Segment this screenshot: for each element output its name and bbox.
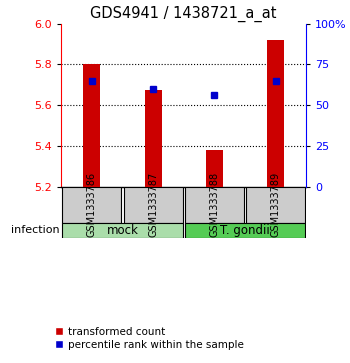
- Text: infection: infection: [12, 225, 60, 235]
- Bar: [267, 40, 284, 187]
- Title: GDS4941 / 1438721_a_at: GDS4941 / 1438721_a_at: [91, 6, 277, 22]
- Bar: [62, 223, 183, 238]
- Text: mock: mock: [106, 224, 139, 237]
- Text: GSM1333786: GSM1333786: [87, 172, 97, 237]
- Text: GSM1333787: GSM1333787: [148, 172, 158, 237]
- Legend: transformed count, percentile rank within the sample: transformed count, percentile rank withi…: [51, 323, 248, 354]
- Bar: [145, 90, 162, 187]
- Text: GSM1333788: GSM1333788: [209, 172, 219, 237]
- Bar: [206, 150, 223, 187]
- Bar: [83, 65, 100, 187]
- Bar: [246, 187, 305, 223]
- Text: T. gondii: T. gondii: [220, 224, 270, 237]
- Bar: [124, 187, 183, 223]
- Text: GSM1333789: GSM1333789: [271, 172, 281, 237]
- Bar: [62, 187, 121, 223]
- Bar: [185, 223, 305, 238]
- Bar: [185, 187, 244, 223]
